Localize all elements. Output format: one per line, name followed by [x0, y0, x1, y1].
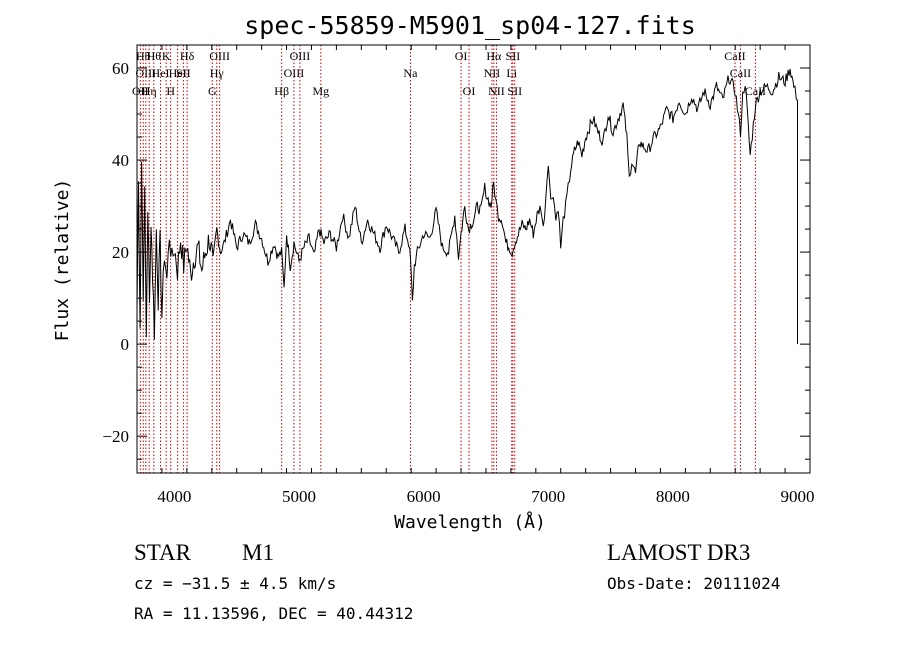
spectral-line-label: OIII [284, 66, 305, 80]
spectral-line-label: OIII [136, 66, 157, 80]
spectral-line-label: SII [507, 84, 522, 98]
x-tick-label: 4000 [157, 487, 191, 506]
y-tick-label: 40 [112, 151, 129, 170]
spectral-line-label: SII [506, 49, 521, 63]
spectral-line-labels: OIIHθOIIIHηHθHeIKHHeISIIHδGHγOIIIHβOIIIO… [132, 49, 766, 98]
spectral-lines [139, 45, 756, 473]
x-tick-label: 5000 [282, 487, 316, 506]
spectral-line-label: Hα [486, 49, 502, 63]
x-tick-label: 6000 [407, 487, 441, 506]
spectral-line-label: HeI [169, 66, 187, 80]
spectral-line-label: Mg [312, 84, 329, 98]
spectral-line-label: Hγ [210, 66, 225, 80]
spectral-line-label: OIII [209, 49, 230, 63]
spectral-line-label: Li [506, 66, 517, 80]
x-tick-label: 7000 [531, 487, 565, 506]
y-tick-label: 20 [112, 243, 129, 262]
spectral-line-label: OIII [290, 49, 311, 63]
spectral-line-label: OI [463, 84, 476, 98]
x-tick-label: 8000 [656, 487, 690, 506]
x-axis-label: Wavelength (Å) [394, 511, 546, 533]
spectral-line-label: Hδ [180, 49, 195, 63]
spectral-line-label: CaII [724, 49, 745, 63]
x-axis-ticks: 4000 5000 6000 7000 8000 9000 [136, 45, 815, 506]
y-tick-label: 60 [112, 59, 129, 78]
plot-frame [136, 44, 811, 474]
chart-title: spec-55859-M5901_sp04-127.fits [244, 11, 696, 40]
flux-line [136, 68, 798, 345]
spectral-line-label: NII [488, 84, 505, 98]
coordinates-text: RA = 11.13596, DEC = 40.44312 [134, 604, 413, 623]
obs-date-text: Obs-Date: 20111024 [607, 574, 780, 593]
flux-series [136, 68, 798, 345]
spectral-line-label: Hη [142, 84, 157, 98]
spectral-line-label: Na [403, 66, 418, 80]
survey-name: LAMOST DR3 [607, 540, 750, 565]
spectral-line-label: HeI [152, 66, 170, 80]
spectral-line-label: H [166, 84, 175, 98]
spectral-line-label: Hθ [147, 49, 162, 63]
spectral-line-label: NII [484, 66, 501, 80]
spectral-line-label: K [162, 49, 171, 63]
spectral-line-label: OI [455, 49, 468, 63]
redshift-text: cz = −31.5 ± 4.5 km/s [134, 574, 336, 593]
y-axis-label: Flux (relative) [52, 179, 73, 342]
spectral-line-label: Hβ [274, 84, 289, 98]
x-tick-label: 9000 [781, 487, 815, 506]
object-subclass: M1 [242, 540, 274, 565]
spectral-line-label: Hθ [136, 49, 151, 63]
spectral-line-label: CaII [730, 66, 751, 80]
spectral-line-label: G [208, 84, 217, 98]
spectral-line-label: SII [176, 66, 191, 80]
object-class: STAR [134, 540, 192, 565]
y-tick-label: −20 [102, 427, 129, 446]
y-tick-label: 0 [121, 335, 130, 354]
y-axis-ticks: −20 0 20 40 60 [102, 44, 810, 460]
